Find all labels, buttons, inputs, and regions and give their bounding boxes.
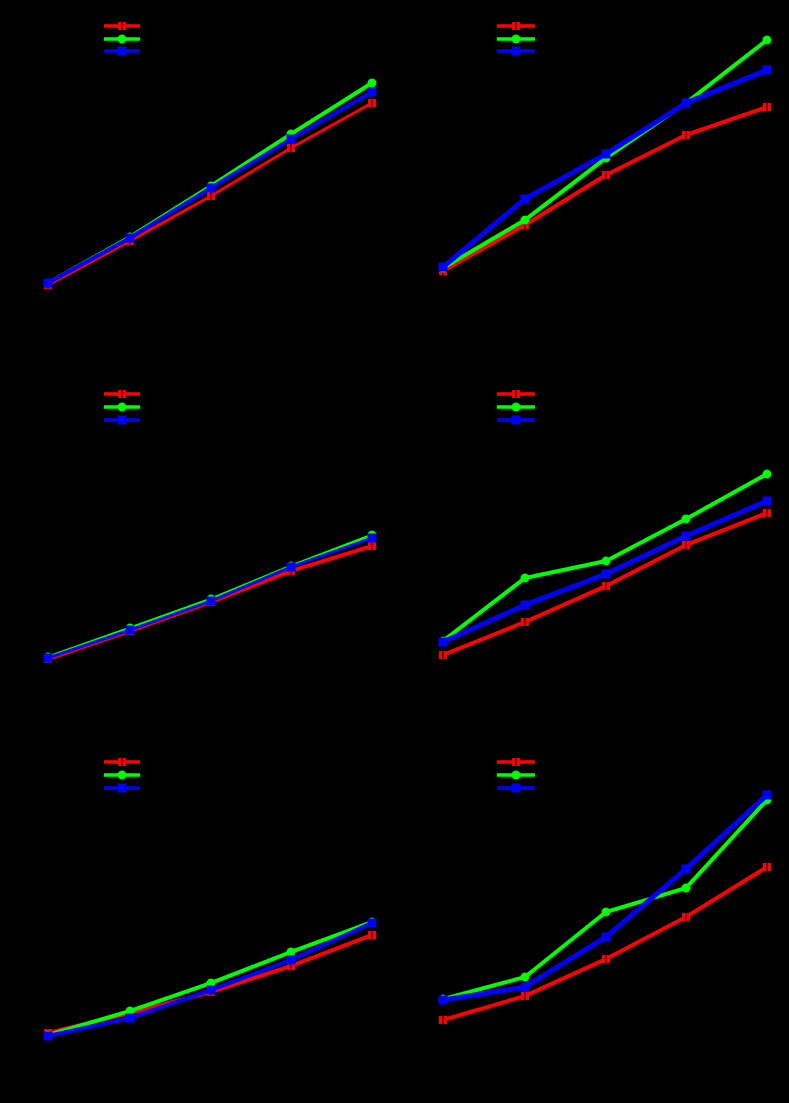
series-series-1 <box>439 862 771 1025</box>
circle-marker <box>601 556 611 566</box>
square-marker <box>117 783 127 793</box>
square-marker <box>681 531 691 541</box>
square-marker <box>520 600 530 610</box>
circle-marker <box>511 770 521 780</box>
legend-item <box>104 415 140 425</box>
circle-marker <box>681 883 691 893</box>
square-marker <box>438 995 448 1005</box>
series-series-3 <box>438 790 772 1005</box>
legend <box>497 389 535 425</box>
circle-marker <box>520 972 530 982</box>
legend-item <box>104 757 140 767</box>
legend-item <box>497 783 535 793</box>
chart-panel-middle-left <box>43 389 377 664</box>
chart-panel-top-left <box>43 21 377 290</box>
square-marker <box>117 46 127 56</box>
chart-panel-bottom-right <box>438 757 772 1025</box>
legend-item <box>497 770 535 780</box>
square-marker <box>43 278 53 288</box>
legend <box>104 389 140 425</box>
legend-item <box>497 34 535 44</box>
circle-marker <box>762 35 772 45</box>
square-marker <box>43 653 53 663</box>
square-marker <box>206 985 216 995</box>
legend-item <box>104 783 140 793</box>
legend-item <box>497 21 535 31</box>
square-marker <box>43 1031 53 1041</box>
circle-marker <box>681 514 691 524</box>
square-marker <box>125 233 135 243</box>
circle-marker <box>286 947 296 957</box>
square-marker <box>601 932 611 942</box>
series-series-3 <box>438 496 772 647</box>
square-marker <box>762 790 772 800</box>
legend-item <box>497 46 535 56</box>
circle-marker <box>511 34 521 44</box>
legend <box>497 757 535 793</box>
legend-item <box>104 46 140 56</box>
circle-marker <box>367 78 377 88</box>
circle-marker <box>117 34 127 44</box>
series-series-3 <box>43 87 377 288</box>
chart-panel-top-right <box>438 21 772 276</box>
legend-item <box>104 402 140 412</box>
square-marker <box>762 65 772 75</box>
series-series-1 <box>439 508 771 660</box>
legend <box>497 21 535 56</box>
square-marker <box>681 98 691 108</box>
chart-panels <box>43 21 772 1041</box>
square-marker <box>286 562 296 572</box>
legend-item <box>497 415 535 425</box>
square-marker <box>125 625 135 635</box>
square-marker <box>511 783 521 793</box>
series-series-3 <box>43 918 377 1041</box>
legend-item <box>497 757 535 767</box>
circle-marker <box>117 402 127 412</box>
square-marker <box>438 262 448 272</box>
circle-marker <box>520 573 530 583</box>
square-marker <box>367 533 377 543</box>
legend <box>104 757 140 793</box>
square-marker <box>511 46 521 56</box>
square-marker <box>367 918 377 928</box>
circle-marker <box>762 469 772 479</box>
legend-item <box>497 389 535 399</box>
square-marker <box>511 415 521 425</box>
square-marker <box>520 982 530 992</box>
square-marker <box>367 87 377 97</box>
square-marker <box>125 1013 135 1023</box>
circle-marker <box>520 215 530 225</box>
legend <box>104 21 140 56</box>
circle-marker <box>511 402 521 412</box>
square-marker <box>601 569 611 579</box>
legend-item <box>104 34 140 44</box>
legend-item <box>497 402 535 412</box>
square-marker <box>286 955 296 965</box>
square-marker <box>206 183 216 193</box>
series-series-3 <box>43 533 377 663</box>
chart-panel-middle-right <box>438 389 772 660</box>
series-series-3 <box>438 65 772 272</box>
square-marker <box>286 134 296 144</box>
square-marker <box>206 596 216 606</box>
square-marker <box>601 149 611 159</box>
circle-marker <box>601 907 611 917</box>
circle-marker <box>206 978 216 988</box>
circle-marker <box>125 1006 135 1016</box>
square-marker <box>438 637 448 647</box>
square-marker <box>762 496 772 506</box>
square-marker <box>520 194 530 204</box>
legend-item <box>104 770 140 780</box>
square-marker <box>681 864 691 874</box>
legend-item <box>104 389 140 399</box>
chart-panel-bottom-left <box>43 757 377 1041</box>
square-marker <box>117 415 127 425</box>
legend-item <box>104 21 140 31</box>
circle-marker <box>117 770 127 780</box>
